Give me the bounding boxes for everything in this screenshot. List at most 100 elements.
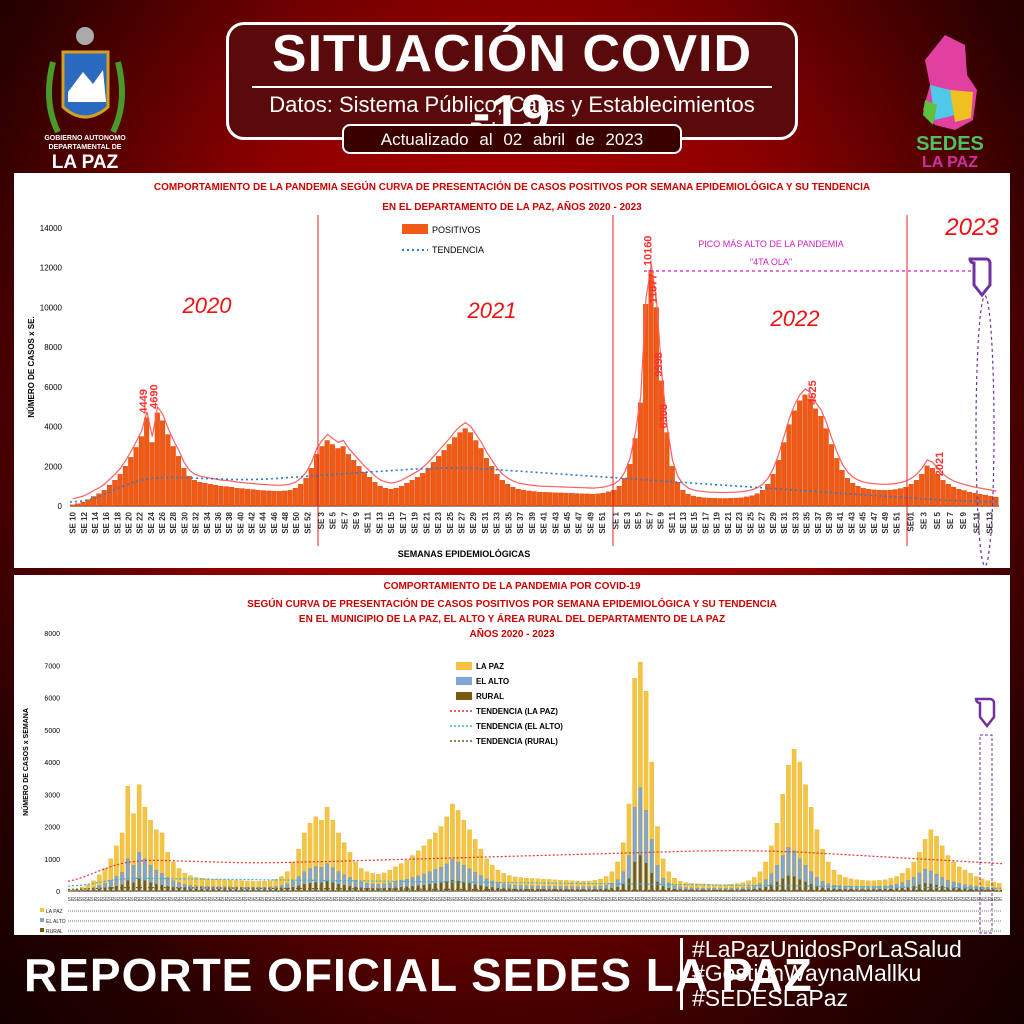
chart1-ylabel: NÚMERO DE CASOS x SE. bbox=[27, 316, 36, 417]
chart1-xtick: SE 32 bbox=[192, 511, 201, 533]
title-box bbox=[226, 22, 798, 140]
chart1-bar bbox=[754, 493, 760, 507]
chart2-legend-entry: TENDENCIA (RURAL) bbox=[476, 737, 558, 746]
chart2-xtick: SE bbox=[802, 897, 809, 903]
chart1-bar bbox=[351, 460, 357, 507]
chart1-bar bbox=[903, 486, 909, 507]
chart1-xtick: SE 9 bbox=[959, 511, 968, 529]
chart1-xtick: SE 42 bbox=[248, 511, 257, 533]
chart1-bar bbox=[213, 484, 219, 507]
chart1-xtick: SE 22 bbox=[136, 511, 145, 533]
chart1-bar bbox=[255, 489, 261, 507]
chart2-xtick: SE bbox=[825, 897, 832, 903]
chart1-bar bbox=[239, 488, 245, 507]
chart1-xtick: SE 27 bbox=[458, 511, 467, 533]
chart2-xtick: SE bbox=[443, 897, 450, 903]
chart1-bar bbox=[632, 438, 638, 507]
chart1-bar bbox=[467, 432, 474, 507]
chart2-xtick: SE bbox=[312, 897, 319, 903]
chart1-bar bbox=[308, 468, 314, 507]
chart2-bar-rural bbox=[109, 887, 112, 892]
chart2-xtick: SE bbox=[637, 897, 644, 903]
chart2-xtick: SE bbox=[329, 897, 336, 903]
pointing-hand-icon bbox=[974, 697, 996, 729]
chart2-xtick: SE bbox=[785, 897, 792, 903]
chart1-bar bbox=[383, 487, 389, 507]
chart2-bar-rural bbox=[616, 886, 619, 892]
chart1-legend-tendencia: TENDENCIA bbox=[432, 245, 484, 255]
chart2-bar-rural bbox=[639, 855, 642, 892]
chart1-bar bbox=[606, 491, 612, 507]
sedes-logo: SEDES LA PAZ bbox=[905, 30, 995, 171]
chart1-peak-label: 9998 bbox=[653, 352, 665, 376]
chart2-xtick: SE bbox=[796, 897, 803, 903]
chart2-xtick: SE bbox=[808, 897, 815, 903]
chart2-xtick: SE bbox=[768, 897, 775, 903]
chart2-ytick: 1000 bbox=[44, 857, 60, 864]
chart2-xtick: SE bbox=[500, 897, 507, 903]
chart2-xtick: SE bbox=[255, 897, 262, 903]
chart2-xtick: SE bbox=[734, 897, 741, 903]
chart2-xtick: SE bbox=[495, 897, 502, 903]
chart1-xtick: SE 21 bbox=[422, 511, 431, 533]
chart2-xtick: SE bbox=[643, 897, 650, 903]
chart2-xtick: SE bbox=[73, 897, 80, 903]
chart1-bar bbox=[531, 491, 537, 507]
chart1-peak-label: 4525 bbox=[807, 380, 819, 404]
chart2-xtick: SE bbox=[677, 897, 684, 903]
chart2-xtick: SE bbox=[973, 897, 980, 903]
chart2-ytick: 6000 bbox=[44, 696, 60, 703]
chart1-xtick: SE 31 bbox=[481, 511, 490, 533]
chart2-xtick: SE bbox=[945, 897, 952, 903]
chart2-xtick: SE bbox=[79, 897, 86, 903]
chart2-xtick: SE bbox=[762, 897, 769, 903]
chart2-bar-rural bbox=[969, 888, 972, 892]
page-subtitle: Datos: Sistema Público, Cajas y Establec… bbox=[269, 92, 755, 143]
chart1-bar bbox=[951, 486, 957, 507]
chart1-bar bbox=[675, 482, 681, 507]
chart2-xtick: SE bbox=[159, 897, 166, 903]
chart2-xtick: SE bbox=[819, 897, 826, 903]
chart2-bar-rural bbox=[195, 889, 198, 892]
chart1-ytick: 10000 bbox=[40, 303, 63, 312]
chart1-bar bbox=[202, 483, 208, 507]
chart2-title: COMPORTAMIENTO DE LA PANDEMIA POR COVID-… bbox=[383, 581, 640, 592]
chart1-bar bbox=[234, 487, 240, 507]
chart1-bar bbox=[913, 480, 919, 507]
chart1-bar bbox=[446, 444, 452, 507]
chart2-xtick: SE bbox=[791, 897, 798, 903]
chart1-bar bbox=[765, 484, 771, 507]
chart2-xtick: SE bbox=[591, 897, 598, 903]
chart2-xtick: SE bbox=[460, 897, 467, 903]
chart1-xtick: SE 7 bbox=[340, 511, 349, 529]
logo-right-line1: SEDES bbox=[916, 133, 984, 155]
chart1-bar bbox=[361, 472, 367, 507]
chart2-bar-rural bbox=[314, 882, 317, 892]
chart1-xtick: SE 37 bbox=[516, 511, 525, 533]
gobierno-logo: GOBIERNO AUTONOMO DEPARTAMENTAL DE LA PA… bbox=[38, 22, 133, 173]
chart1-bar bbox=[345, 454, 351, 507]
chart1-xtick: SE 39 bbox=[528, 511, 537, 533]
chart2-xtick: SE bbox=[740, 897, 747, 903]
chart1-bar bbox=[287, 489, 293, 507]
chart1-bar bbox=[813, 408, 819, 507]
chart2-xtick: SE bbox=[774, 897, 781, 903]
chart1-xtick: SE 17 bbox=[399, 511, 408, 533]
chart1-ytick: 8000 bbox=[44, 343, 62, 352]
chart1-bar bbox=[648, 270, 654, 507]
chart2-bar-rural bbox=[263, 889, 266, 892]
chart2-xtick: SE bbox=[392, 897, 399, 903]
chart2-bar-rural bbox=[308, 882, 312, 892]
chart1-bar bbox=[542, 492, 548, 507]
chart1-bar bbox=[945, 484, 951, 507]
chart2-xtick: SE bbox=[409, 897, 416, 903]
chart2-bar-rural bbox=[781, 878, 784, 892]
chart2-xtick: SE bbox=[261, 897, 268, 903]
chart1-xtick: SE 52 bbox=[303, 511, 312, 533]
chart1-bar bbox=[791, 410, 797, 507]
chart1-xtick: SE 36 bbox=[214, 511, 223, 533]
chart2-ytick: 8000 bbox=[44, 631, 60, 638]
chart2-xtick: SE bbox=[307, 897, 314, 903]
chart2-xtick: SE bbox=[341, 897, 348, 903]
chart1-bar bbox=[457, 432, 463, 507]
